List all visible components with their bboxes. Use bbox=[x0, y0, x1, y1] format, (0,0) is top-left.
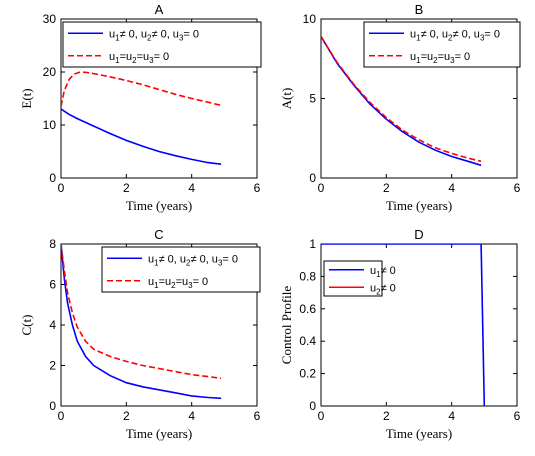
y-tick-label: 10 bbox=[43, 118, 57, 132]
series-line-2 bbox=[61, 71, 222, 107]
legend-label: u1≠ 0, u2≠ 0, u3= 0 bbox=[109, 28, 199, 42]
x-tick-label: 4 bbox=[448, 181, 455, 195]
x-tick-label: 6 bbox=[254, 181, 261, 195]
y-axis-label: E(t) bbox=[19, 88, 34, 108]
x-axis-label: Time (years) bbox=[386, 426, 452, 441]
chart-title: C bbox=[154, 227, 163, 242]
series-line-2 bbox=[321, 36, 482, 163]
x-axis-label: Time (years) bbox=[126, 426, 192, 441]
x-tick-label: 4 bbox=[188, 181, 195, 195]
y-axis-label: A(t) bbox=[279, 88, 294, 110]
legend: u1≠ 0, u2≠ 0, u3= 0 u1=u2=u3= 0 bbox=[101, 246, 261, 293]
y-tick-label: 8 bbox=[49, 237, 56, 251]
y-tick-label: 0.6 bbox=[299, 302, 316, 316]
legend-box bbox=[323, 260, 383, 297]
y-tick-label: 0.8 bbox=[299, 269, 316, 283]
legend-label: u1=u2=u3= 0 bbox=[148, 276, 208, 290]
x-tick-label: 6 bbox=[514, 181, 521, 195]
x-tick-label: 4 bbox=[188, 409, 195, 423]
x-axis-label: Time (years) bbox=[386, 198, 452, 213]
x-axis-label: Time (years) bbox=[126, 198, 192, 213]
legend-label: u1=u2=u3= 0 bbox=[109, 51, 169, 65]
chart-title: B bbox=[415, 2, 424, 17]
x-tick-label: 2 bbox=[123, 409, 130, 423]
legend-box bbox=[363, 21, 521, 68]
y-tick-label: 0.4 bbox=[299, 334, 316, 348]
y-tick-label: 0 bbox=[309, 171, 316, 185]
y-tick-label: 5 bbox=[309, 92, 316, 106]
chart-title: A bbox=[155, 2, 164, 17]
legend-label: u1≠ 0 bbox=[370, 265, 396, 279]
y-tick-label: 1 bbox=[309, 237, 316, 251]
chart-panel-a: A 0 2 4 6 0 10 20 30 Time (years) E(t) u1≠ 0, u2≠ 0… bbox=[19, 2, 262, 213]
y-tick-label: 30 bbox=[43, 12, 57, 26]
legend-label: u1≠ 0, u2≠ 0, u3= 0 bbox=[410, 28, 500, 42]
y-tick-label: 6 bbox=[49, 278, 56, 292]
x-tick-label: 0 bbox=[318, 181, 325, 195]
legend-box bbox=[101, 246, 261, 293]
legend-box bbox=[62, 21, 262, 68]
chart-panel-c: C 0 2 4 6 0 2 4 6 8 Time (years) C(t) u1≠ 0, u2≠ 0, … bbox=[19, 227, 261, 441]
y-axis-label: Control Profile bbox=[279, 286, 294, 365]
x-tick-label: 2 bbox=[123, 181, 130, 195]
y-tick-label: 0 bbox=[49, 399, 56, 413]
series-line-1 bbox=[321, 244, 486, 406]
legend: u1≠ 0, u2≠ 0, u3= 0 u1=u2=u3= 0 bbox=[62, 21, 262, 68]
x-tick-label: 6 bbox=[254, 409, 261, 423]
x-tick-label: 6 bbox=[514, 409, 521, 423]
x-tick-label: 0 bbox=[318, 409, 325, 423]
y-tick-label: 20 bbox=[43, 65, 57, 79]
y-tick-label: 0.2 bbox=[299, 367, 316, 381]
legend-label: u1≠ 0, u2≠ 0, u3= 0 bbox=[148, 253, 238, 267]
y-tick-label: 0 bbox=[309, 399, 316, 413]
legend: u1≠ 0 u2≠ 0 bbox=[323, 260, 396, 297]
chart-panel-d: D 0 2 4 6 0 0.2 0.4 0.6 0.8 1 Time (years) Control P… bbox=[279, 227, 521, 441]
x-tick-label: 2 bbox=[383, 181, 390, 195]
y-tick-label: 0 bbox=[49, 171, 56, 185]
x-tick-label: 0 bbox=[58, 181, 65, 195]
y-tick-label: 10 bbox=[303, 12, 317, 26]
x-tick-label: 2 bbox=[383, 409, 390, 423]
chart-title: D bbox=[414, 227, 423, 242]
y-tick-label: 2 bbox=[49, 359, 56, 373]
legend-label: u1=u2=u3= 0 bbox=[410, 51, 470, 65]
legend: u1≠ 0, u2≠ 0, u3= 0 u1=u2=u3= 0 bbox=[363, 21, 521, 68]
y-axis-label: C(t) bbox=[19, 315, 34, 336]
series-line-1 bbox=[61, 244, 222, 400]
x-tick-label: 4 bbox=[448, 409, 455, 423]
series-line-2 bbox=[61, 244, 222, 380]
x-tick-label: 0 bbox=[58, 409, 65, 423]
legend-label: u2≠ 0 bbox=[370, 282, 396, 296]
series-line-1 bbox=[61, 108, 222, 165]
y-tick-label: 4 bbox=[49, 318, 56, 332]
chart-panel-b: B 0 2 4 6 0 5 10 Time (years) A(t) u1≠ 0, u2≠ 0, u… bbox=[279, 2, 521, 213]
